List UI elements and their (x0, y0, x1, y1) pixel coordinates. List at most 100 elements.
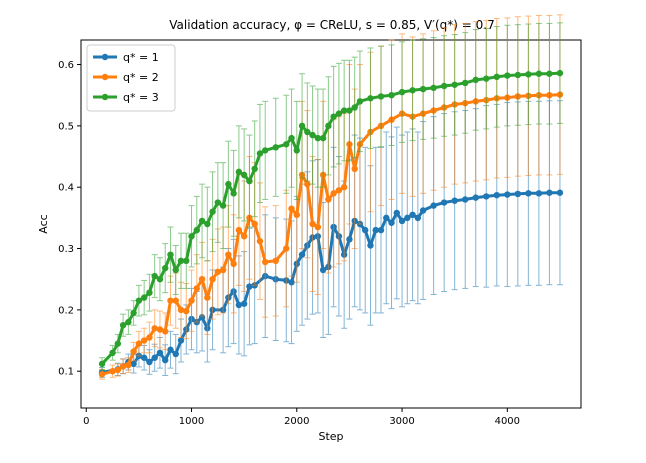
data-point (204, 220, 211, 228)
data-point (225, 251, 232, 258)
data-point (135, 340, 143, 347)
legend-label: q* = 3 (123, 91, 159, 104)
data-point (235, 301, 243, 309)
data-point (256, 150, 264, 157)
data-point (183, 307, 190, 315)
data-point (314, 223, 322, 231)
data-point (440, 82, 448, 90)
data-point (451, 197, 458, 204)
data-point (493, 73, 500, 81)
data-point (330, 113, 337, 120)
data-point (546, 70, 553, 77)
data-point (262, 147, 269, 154)
data-point (383, 214, 390, 222)
data-point (193, 285, 200, 292)
data-point (230, 190, 237, 197)
data-point (119, 363, 127, 370)
data-point (556, 69, 564, 77)
data-point (240, 171, 248, 179)
data-point (125, 361, 132, 369)
data-point (140, 354, 148, 361)
legend-label: q* = 1 (123, 51, 159, 64)
data-point (483, 193, 490, 200)
data-point (340, 184, 348, 191)
chart-title: Validation accuracy, φ = CReLU, s = 0.85… (169, 18, 494, 32)
data-point (451, 81, 458, 88)
data-point (162, 264, 169, 272)
data-point (398, 217, 406, 225)
data-point (404, 214, 411, 222)
data-point (162, 356, 169, 364)
data-point (177, 257, 185, 264)
data-point (225, 180, 232, 188)
data-point (283, 141, 290, 148)
data-point (419, 85, 427, 93)
data-point (177, 337, 185, 344)
data-point (119, 322, 127, 329)
data-point (146, 289, 153, 296)
data-point (135, 297, 143, 304)
data-point (251, 220, 258, 228)
data-point (351, 165, 358, 172)
data-point (514, 190, 522, 198)
data-point (156, 276, 164, 283)
data-point (98, 371, 106, 378)
y-tick-label: 0.3 (58, 244, 74, 255)
data-point (298, 122, 306, 130)
data-point (462, 196, 469, 203)
data-point (309, 220, 316, 228)
legend-marker (101, 73, 109, 81)
data-point (167, 251, 174, 258)
data-point (140, 337, 148, 344)
data-point (419, 207, 427, 214)
data-point (188, 297, 195, 304)
data-point (440, 199, 448, 206)
data-point (288, 279, 295, 286)
data-point (346, 107, 353, 114)
data-point (151, 354, 158, 361)
data-point (272, 257, 279, 264)
data-point (246, 283, 253, 290)
data-point (493, 191, 500, 199)
data-point (335, 187, 343, 194)
data-point (304, 128, 311, 136)
data-point (525, 71, 532, 78)
data-point (356, 98, 364, 105)
data-point (235, 168, 243, 176)
data-point (330, 190, 337, 197)
legend: q* = 1 q* = 2 q* = 3 (86, 44, 176, 112)
data-point (167, 297, 174, 304)
data-point (209, 208, 216, 215)
data-point (535, 70, 543, 77)
data-point (256, 237, 264, 245)
data-point (235, 226, 243, 234)
data-point (288, 205, 295, 212)
data-point (262, 258, 269, 266)
data-point (409, 87, 416, 94)
data-point (204, 294, 211, 301)
data-point (209, 276, 216, 283)
data-point (156, 349, 164, 356)
data-point (309, 131, 316, 139)
data-point (251, 165, 258, 172)
data-point (362, 226, 369, 234)
data-point (340, 107, 348, 114)
data-point (314, 134, 322, 142)
data-point (304, 180, 311, 188)
legend-marker (101, 53, 109, 61)
data-point (504, 191, 511, 198)
plot-frame (80, 39, 582, 409)
data-point (151, 272, 158, 280)
data-point (109, 349, 116, 356)
data-point (183, 257, 190, 264)
data-point (325, 122, 332, 130)
data-point (272, 144, 279, 151)
data-point (219, 202, 227, 209)
data-point (288, 134, 295, 142)
data-point (214, 199, 222, 206)
data-point (177, 306, 185, 314)
data-point (146, 334, 153, 341)
data-point (293, 211, 300, 218)
data-point (414, 214, 422, 222)
